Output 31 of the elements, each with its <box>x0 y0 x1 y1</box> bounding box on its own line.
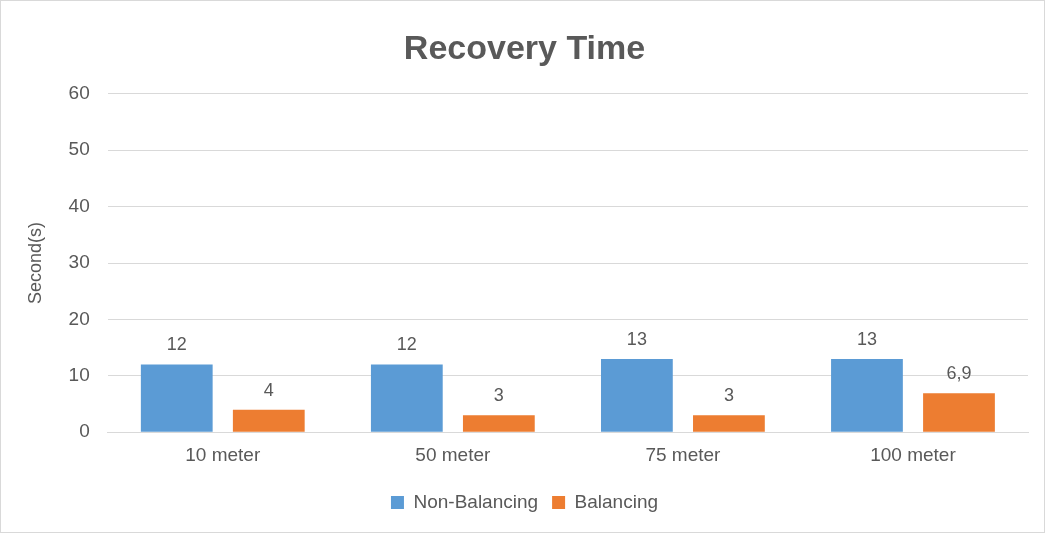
bar <box>601 358 673 432</box>
data-label: 3 <box>493 385 504 406</box>
data-label: 4 <box>263 379 274 400</box>
x-tick-label: 50 meter <box>415 443 491 465</box>
bar <box>693 415 765 432</box>
y-axis-title: Second(s) <box>24 221 45 305</box>
data-label: 13 <box>626 328 647 349</box>
x-tick-label: 100 meter <box>870 443 957 465</box>
y-tick-label: 40 <box>68 194 90 216</box>
chart-title: Recovery Time <box>403 27 646 66</box>
bar <box>232 409 305 432</box>
x-tick-label: 75 meter <box>645 443 722 465</box>
y-tick-label: 20 <box>68 307 90 329</box>
y-tick-label: 0 <box>79 420 90 442</box>
bar <box>462 415 535 432</box>
bar <box>831 358 903 432</box>
y-tick-label: 10 <box>68 364 90 386</box>
legend-label: Balancing <box>574 490 659 512</box>
data-label: 12 <box>166 334 187 355</box>
data-label: 13 <box>856 328 877 349</box>
x-tick-label: 10 meter <box>185 443 261 465</box>
bar <box>140 364 213 432</box>
y-tick-label: 30 <box>68 251 90 273</box>
data-label: 6,9 <box>946 363 972 384</box>
legend-label: Non-Balancing <box>413 490 539 512</box>
y-tick-label: 60 <box>68 82 90 104</box>
y-tick-label: 50 <box>68 138 90 160</box>
data-label: 12 <box>396 334 417 355</box>
data-label: 3 <box>723 385 734 406</box>
bar <box>923 393 995 432</box>
bar <box>370 364 443 432</box>
